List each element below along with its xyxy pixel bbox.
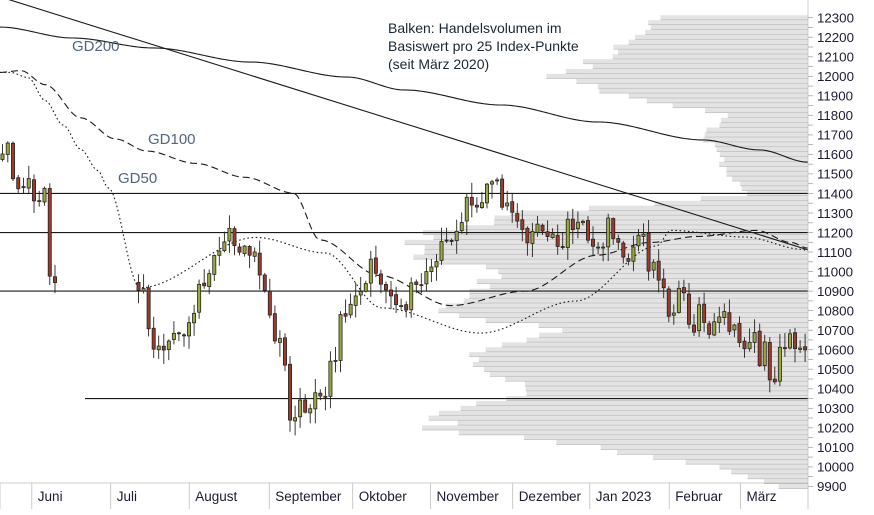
svg-text:10600: 10600 (817, 343, 854, 358)
svg-text:12200: 12200 (817, 30, 854, 45)
svg-text:11400: 11400 (817, 186, 853, 201)
svg-text:November: November (437, 489, 500, 504)
svg-text:Basiswert pro 25 Index-Punkte: Basiswert pro 25 Index-Punkte (388, 38, 579, 54)
svg-text:10400: 10400 (817, 382, 854, 397)
svg-text:Februar: Februar (675, 489, 723, 504)
svg-text:10300: 10300 (817, 401, 854, 416)
svg-text:10100: 10100 (817, 440, 854, 455)
svg-text:Balken: Handelsvolumen im: Balken: Handelsvolumen im (388, 20, 562, 36)
svg-text:11000: 11000 (817, 264, 853, 279)
svg-text:Jan 2023: Jan 2023 (596, 489, 652, 504)
svg-text:Oktober: Oktober (359, 489, 408, 504)
svg-text:10200: 10200 (817, 421, 854, 436)
svg-text:10800: 10800 (817, 303, 854, 318)
svg-text:Juni: Juni (38, 489, 63, 504)
svg-text:11300: 11300 (817, 206, 853, 221)
svg-text:12000: 12000 (817, 69, 854, 84)
svg-text:12100: 12100 (817, 50, 854, 65)
svg-text:August: August (195, 489, 237, 504)
svg-text:September: September (275, 489, 342, 504)
svg-text:10700: 10700 (817, 323, 854, 338)
svg-text:11200: 11200 (817, 225, 853, 240)
svg-text:11800: 11800 (817, 108, 853, 123)
svg-text:11900: 11900 (817, 89, 853, 104)
svg-text:11500: 11500 (817, 167, 853, 182)
svg-text:GD50: GD50 (118, 170, 157, 187)
svg-text:(seit März 2020): (seit März 2020) (388, 56, 489, 72)
svg-text:Dezember: Dezember (519, 489, 582, 504)
svg-text:11700: 11700 (817, 128, 853, 143)
svg-text:12300: 12300 (817, 11, 854, 26)
svg-text:10500: 10500 (817, 362, 854, 377)
svg-text:GD200: GD200 (72, 38, 120, 55)
svg-text:11100: 11100 (817, 245, 852, 260)
svg-text:10900: 10900 (817, 284, 854, 299)
svg-text:11600: 11600 (817, 147, 853, 162)
svg-text:10000: 10000 (817, 460, 854, 475)
svg-text:Juli: Juli (117, 489, 137, 504)
svg-text:GD100: GD100 (148, 131, 196, 148)
svg-text:9900: 9900 (817, 479, 847, 494)
svg-text:März: März (747, 489, 777, 504)
